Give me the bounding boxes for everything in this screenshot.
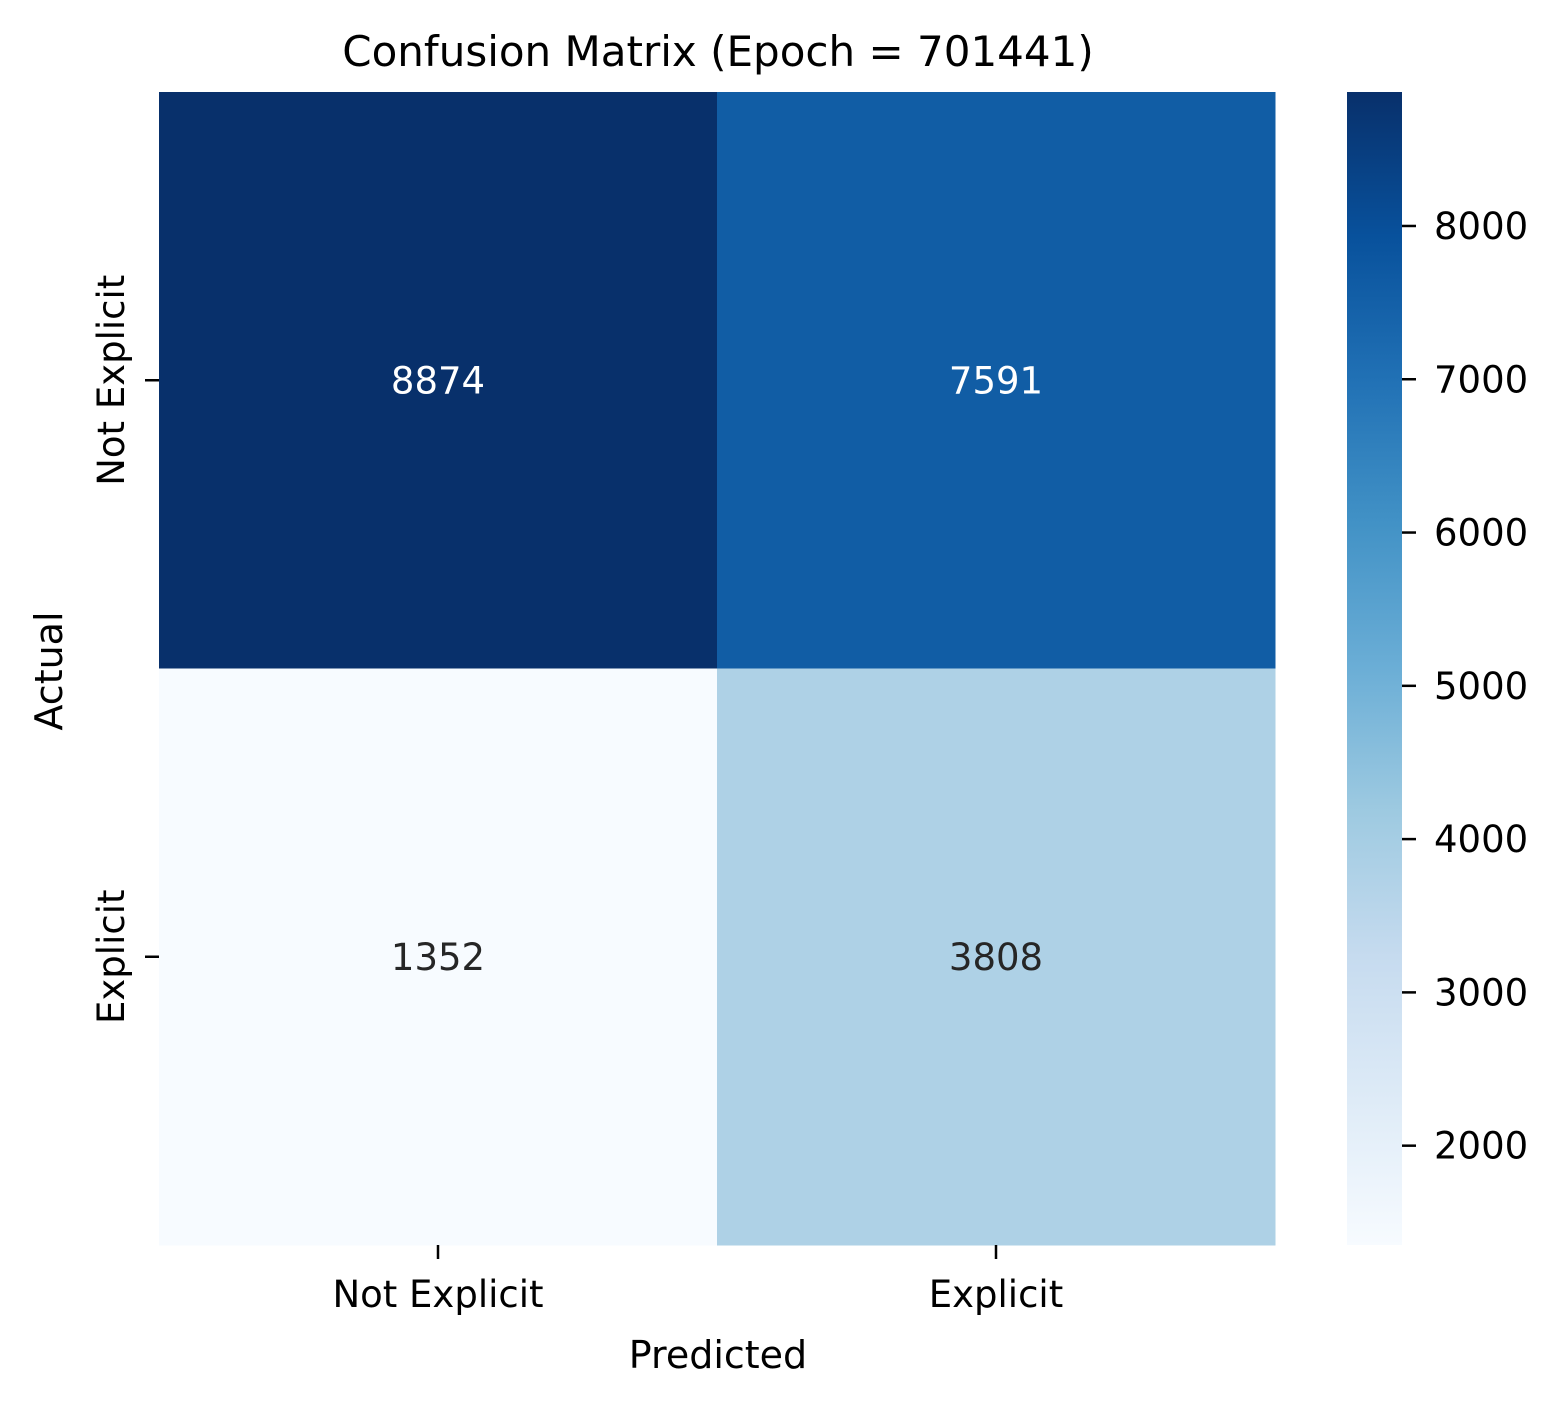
- colorbar: [1347, 92, 1402, 1245]
- colorbar-tick-label-3: 5000: [1434, 665, 1528, 708]
- colorbar-tick-label-0: 2000: [1434, 1125, 1528, 1168]
- heatmap-cell-r1-c1: [717, 668, 1276, 1246]
- colorbar-tick-label-1: 3000: [1434, 971, 1528, 1014]
- y-axis-label: Actual: [27, 611, 71, 730]
- heatmap-cells: [159, 92, 1276, 1246]
- cell-value-r0-c1: 7591: [949, 359, 1043, 402]
- heatmap-cell-r1-c0: [159, 668, 718, 1246]
- x-tick-label-0: Not Explicit: [332, 1273, 543, 1316]
- colorbar-tick-label-4: 6000: [1434, 512, 1528, 555]
- x-axis-label: Predicted: [629, 1333, 807, 1377]
- y-tick-label-0: Not Explicit: [90, 275, 133, 486]
- heatmap-cell-r0-c1: [717, 92, 1276, 669]
- cell-value-r0-c0: 8874: [391, 359, 485, 402]
- y-tick-label-1: Explicit: [90, 890, 133, 1024]
- colorbar-ticks: 2000 3000 4000 5000 6000 7000 8000: [1402, 205, 1528, 1168]
- heatmap-cell-r0-c0: [159, 92, 718, 669]
- colorbar-tick-label-2: 4000: [1434, 818, 1528, 861]
- cell-value-r1-c0: 1352: [391, 936, 485, 979]
- cell-value-r1-c1: 3808: [949, 936, 1043, 979]
- x-axis-ticks: Not Explicit Explicit: [332, 1245, 1063, 1316]
- heatmap-cell-labels: 8874 7591 1352 3808: [391, 359, 1043, 979]
- y-axis-ticks: Not Explicit Explicit: [90, 275, 159, 1024]
- x-tick-label-1: Explicit: [929, 1273, 1063, 1316]
- chart-title: Confusion Matrix (Epoch = 701441): [342, 27, 1093, 76]
- colorbar-tick-label-6: 8000: [1434, 205, 1528, 248]
- colorbar-tick-label-5: 7000: [1434, 358, 1528, 401]
